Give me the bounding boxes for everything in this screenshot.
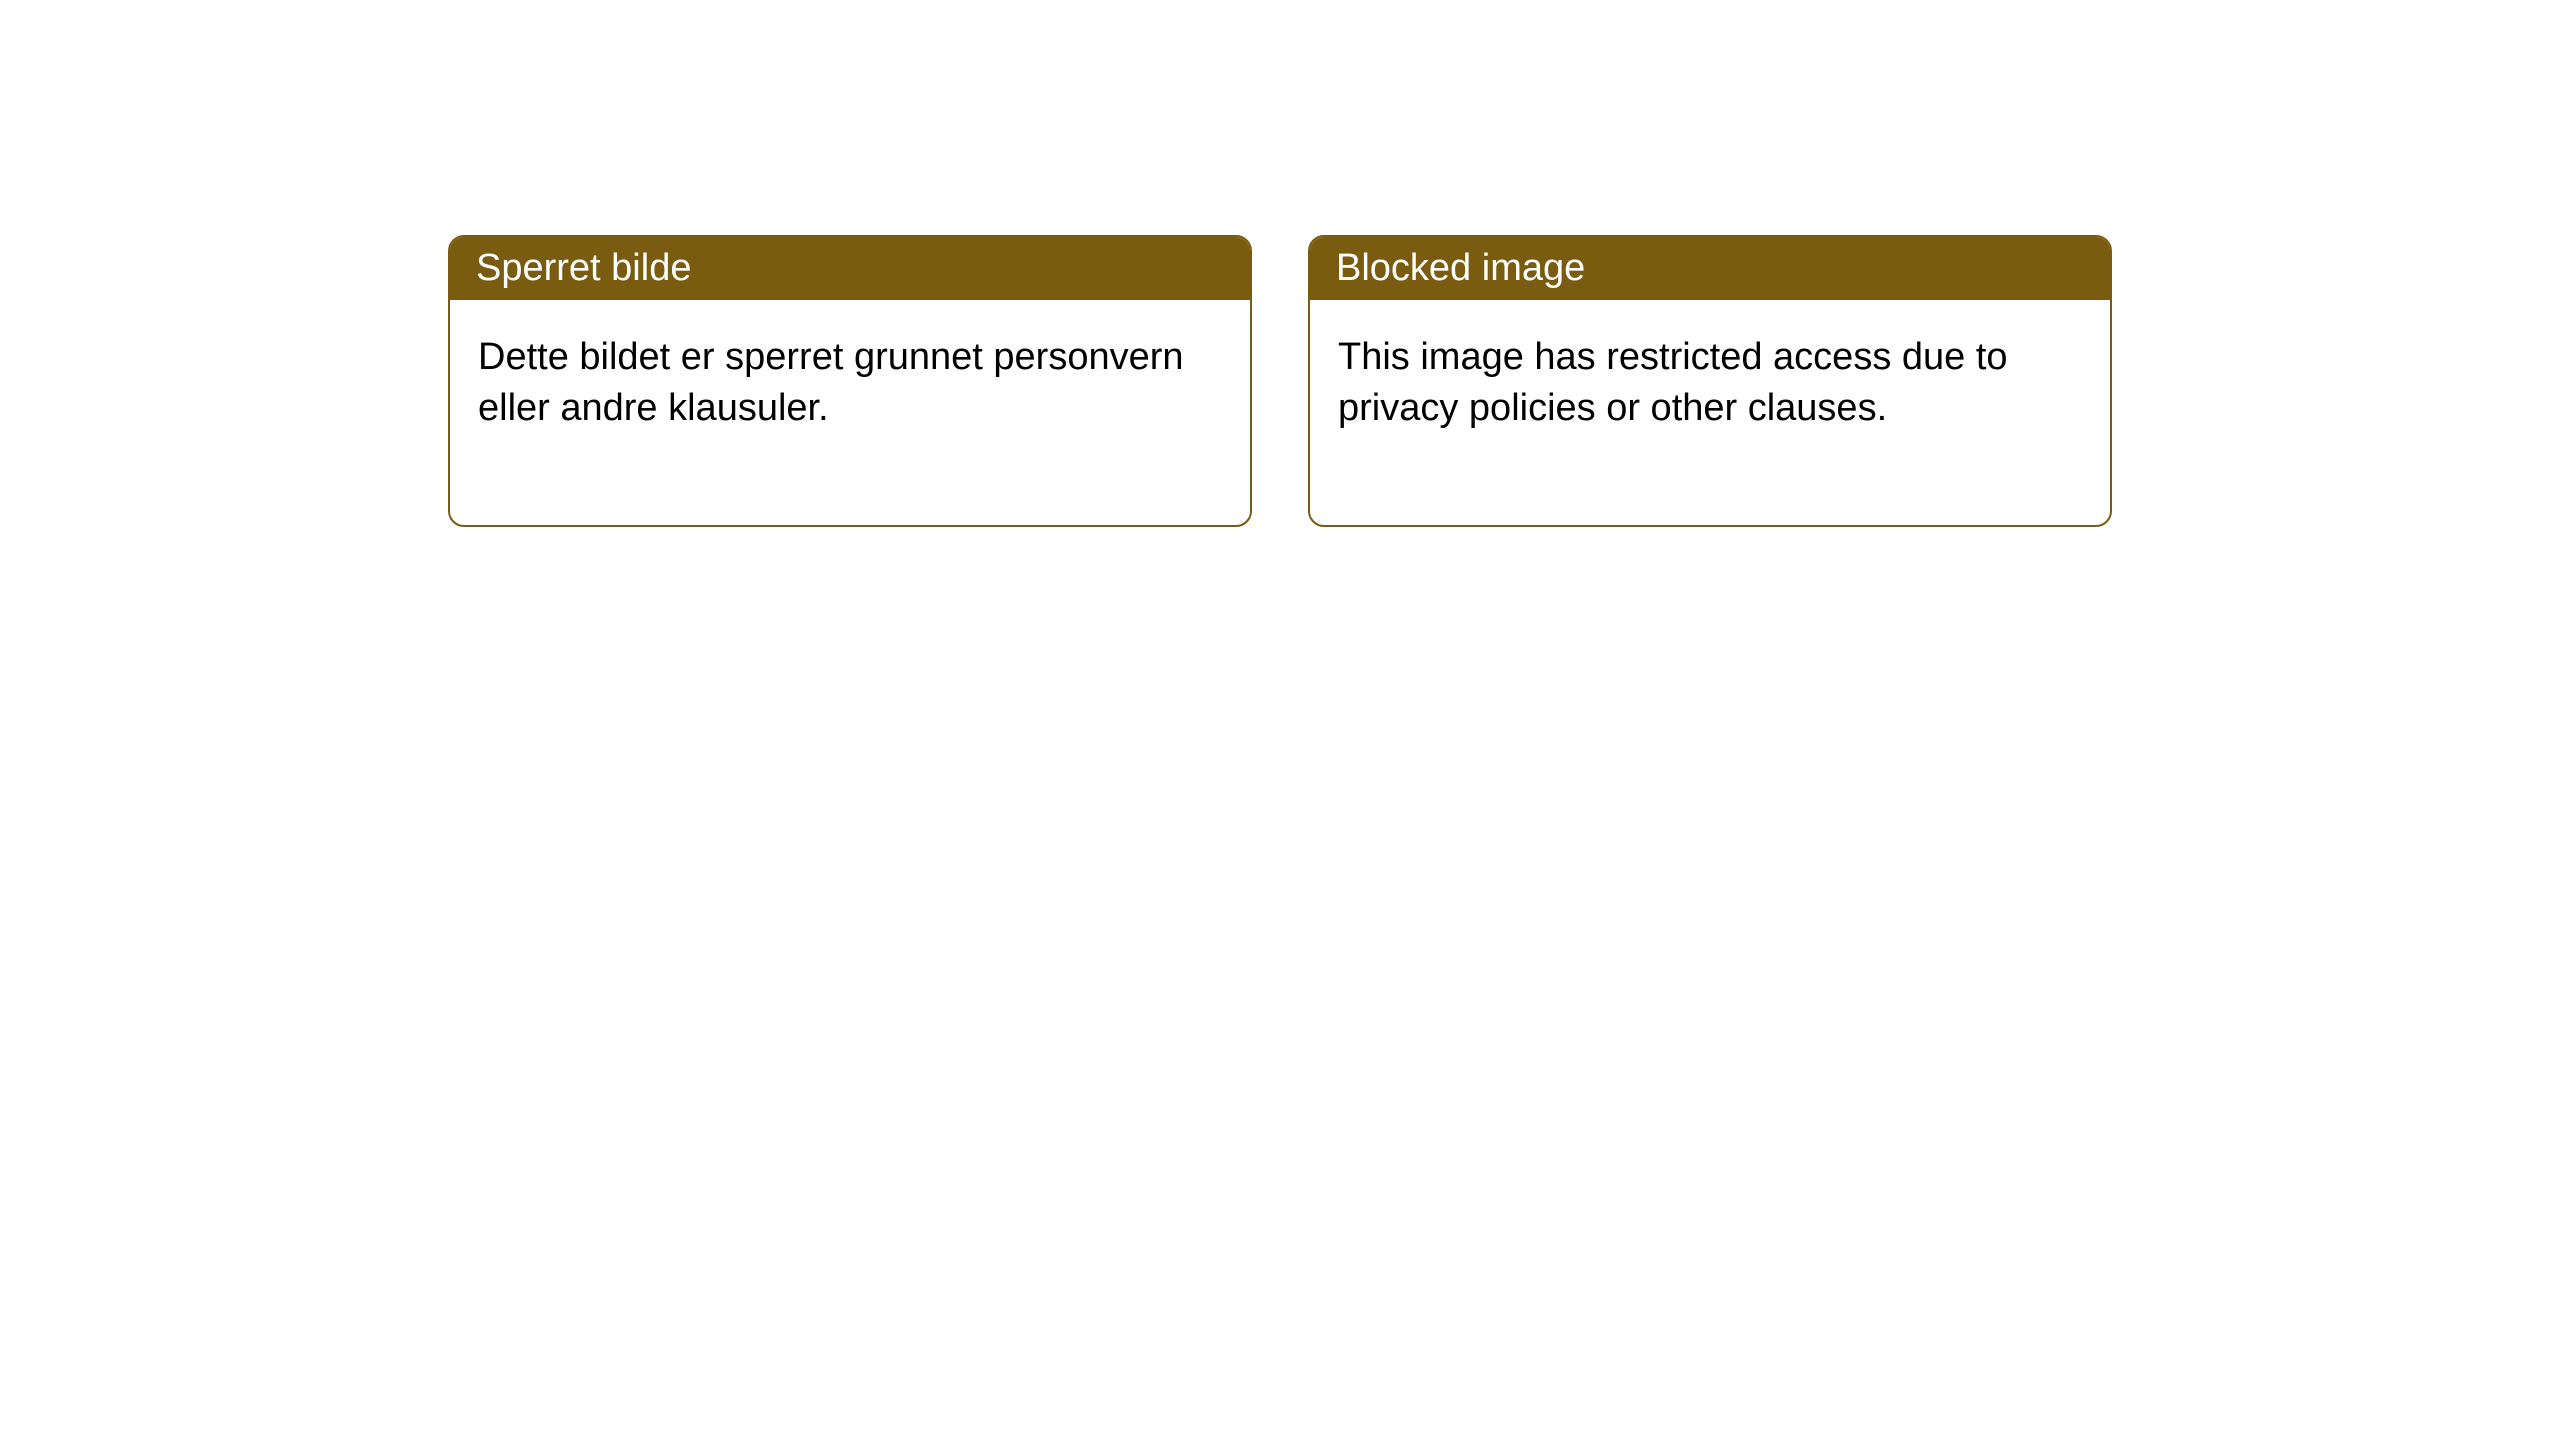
notice-header-norwegian: Sperret bilde	[450, 237, 1250, 300]
notice-title: Sperret bilde	[476, 247, 691, 289]
notice-body-text: Dette bildet er sperret grunnet personve…	[478, 336, 1184, 429]
notice-body-english: This image has restricted access due to …	[1310, 300, 2110, 525]
notice-header-english: Blocked image	[1310, 237, 2110, 300]
notice-card-norwegian: Sperret bilde Dette bildet er sperret gr…	[448, 235, 1252, 527]
notice-body-norwegian: Dette bildet er sperret grunnet personve…	[450, 300, 1250, 525]
notices-container: Sperret bilde Dette bildet er sperret gr…	[448, 235, 2112, 527]
notice-title: Blocked image	[1336, 247, 1585, 289]
notice-body-text: This image has restricted access due to …	[1338, 336, 2008, 429]
notice-card-english: Blocked image This image has restricted …	[1308, 235, 2112, 527]
